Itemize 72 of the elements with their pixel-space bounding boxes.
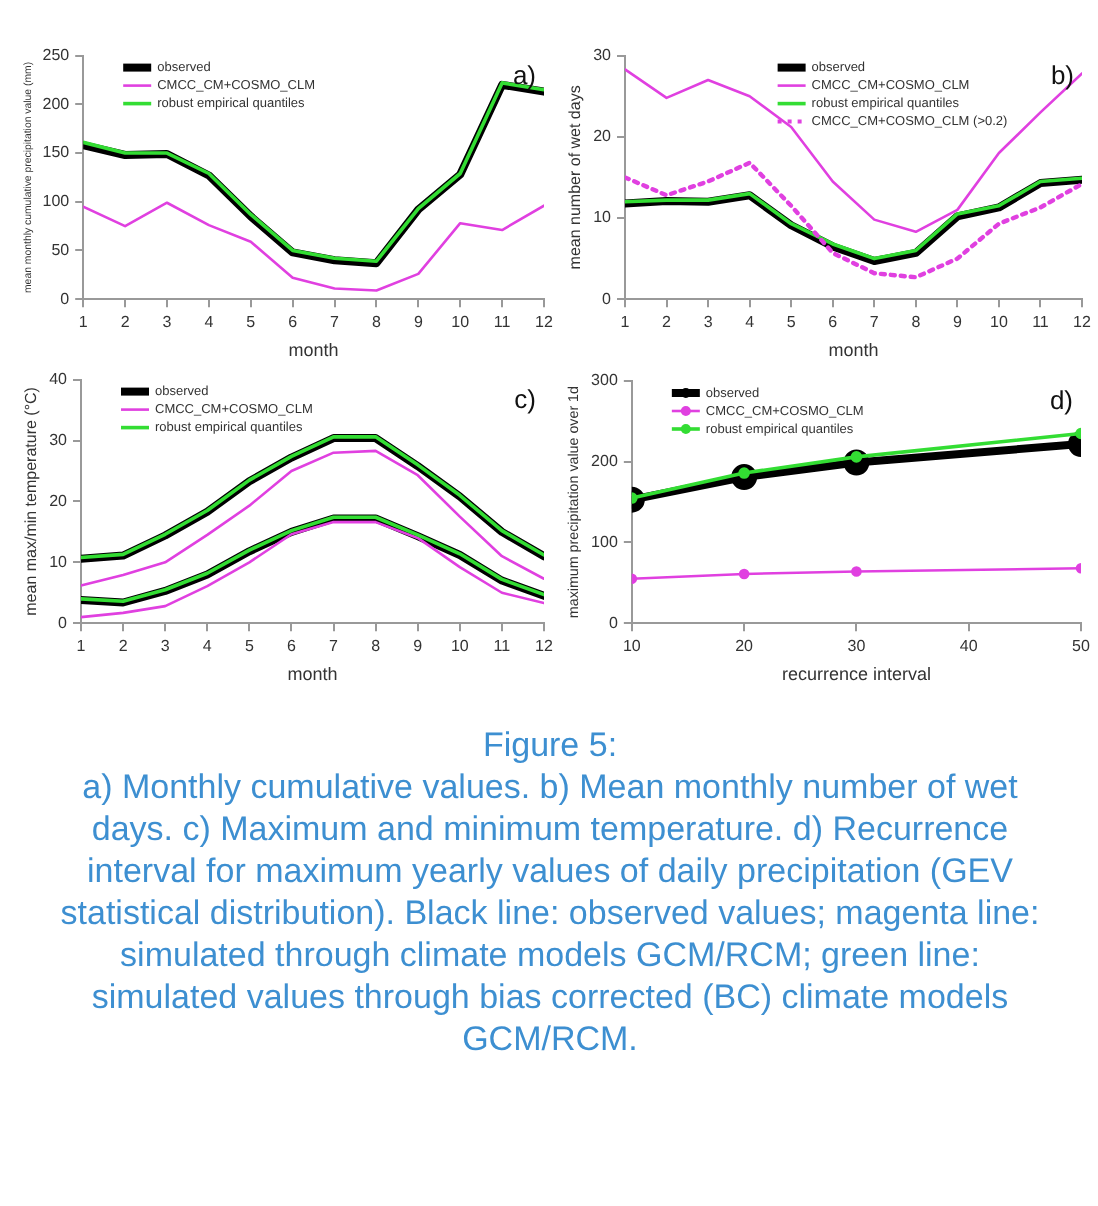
x-tick-label: 7 <box>869 313 880 332</box>
x-tick-label: 8 <box>371 313 382 332</box>
x-tick-label: 1 <box>78 313 89 332</box>
x-tick-label: 40 <box>959 637 979 656</box>
x-tick-label: 5 <box>244 637 255 656</box>
x-tick-label: 4 <box>745 313 756 332</box>
x-tick-label: 9 <box>413 637 424 656</box>
y-tick-label: 0 <box>60 289 71 308</box>
x-tick-label: 7 <box>329 637 340 656</box>
annotation: b) <box>1050 59 1074 90</box>
y-tick-label: 40 <box>49 370 69 389</box>
y-tick-label: 300 <box>591 371 619 390</box>
x-tick-label: 6 <box>828 313 839 332</box>
x-tick-label: 2 <box>118 637 129 656</box>
x-tick-label: 2 <box>120 313 131 332</box>
x-tick-label: 4 <box>204 313 215 332</box>
y-tick-label: 0 <box>608 613 619 632</box>
text: Figure 5: <box>480 724 620 766</box>
x-axis-title: month <box>288 340 339 361</box>
x-tick-label: 10 <box>450 637 470 656</box>
x-tick-label: 10 <box>990 313 1009 332</box>
y-axis-title: mean max/min temperature (°C) <box>22 386 41 616</box>
y-tick-label: 250 <box>42 46 71 65</box>
x-axis-title: recurrence interval <box>781 664 931 685</box>
y-tick-label: 100 <box>591 532 619 551</box>
x-tick-label: 8 <box>371 637 382 656</box>
annotation: d) <box>1049 385 1073 416</box>
x-tick-label: 9 <box>413 313 424 332</box>
x-tick-label: 12 <box>535 313 554 332</box>
x-tick-label: 3 <box>160 637 171 656</box>
x-tick-label: 5 <box>246 313 257 332</box>
x-tick-label: 30 <box>847 637 867 656</box>
x-tick-label: 50 <box>1072 637 1091 656</box>
x-tick-label: 9 <box>952 313 963 332</box>
y-tick-label: 10 <box>593 208 613 227</box>
x-tick-label: 3 <box>703 313 714 332</box>
x-tick-label: 12 <box>535 637 554 656</box>
y-tick-label: 0 <box>602 289 613 308</box>
y-tick-label: 30 <box>49 430 69 449</box>
y-tick-label: 150 <box>42 143 71 162</box>
y-tick-label: 200 <box>42 94 71 113</box>
x-axis-title: month <box>287 664 338 685</box>
x-tick-label: 8 <box>911 313 922 332</box>
y-tick-label: 10 <box>49 552 69 571</box>
y-tick-label: 50 <box>51 240 71 259</box>
y-tick-label: 100 <box>42 192 71 211</box>
x-tick-label: 20 <box>735 637 755 656</box>
x-tick-label: 10 <box>451 313 471 332</box>
x-tick-label: 11 <box>493 637 512 656</box>
x-tick-label: 1 <box>620 313 631 332</box>
y-tick-label: 20 <box>49 491 69 510</box>
x-tick-label: 5 <box>786 313 797 332</box>
x-tick-label: 2 <box>662 313 673 332</box>
x-tick-label: 4 <box>202 637 213 656</box>
y-tick-label: 0 <box>58 613 69 632</box>
y-axis-title: mean number of wet days <box>566 85 585 270</box>
annotation: c) <box>514 383 536 414</box>
text: a) Monthly cumulative values. b) Mean monthly number of wet days. c) Maximum and minimum temperature. d) Recurrence interval for maximum yearly values of daily precipitation (GEV statistical distribution). Black line: observed values; magenta line: simulated through climate models GCM/RCM; green line: simulated values through bias corrected (BC) climate models GCM/RCM. <box>60 766 1040 1060</box>
annotation: a) <box>512 59 536 90</box>
x-tick-label: 11 <box>1032 313 1050 332</box>
x-tick-label: 1 <box>76 637 87 656</box>
x-tick-label: 11 <box>493 313 512 332</box>
x-tick-label: 10 <box>622 637 642 656</box>
x-tick-label: 12 <box>1073 313 1092 332</box>
x-tick-label: 3 <box>162 313 173 332</box>
y-tick-label: 20 <box>593 127 613 146</box>
y-tick-label: 30 <box>593 46 613 65</box>
x-tick-label: 7 <box>330 313 341 332</box>
y-tick-label: 200 <box>591 452 619 471</box>
x-tick-label: 6 <box>288 313 299 332</box>
x-axis-title: month <box>828 340 879 361</box>
x-tick-label: 6 <box>287 637 297 656</box>
